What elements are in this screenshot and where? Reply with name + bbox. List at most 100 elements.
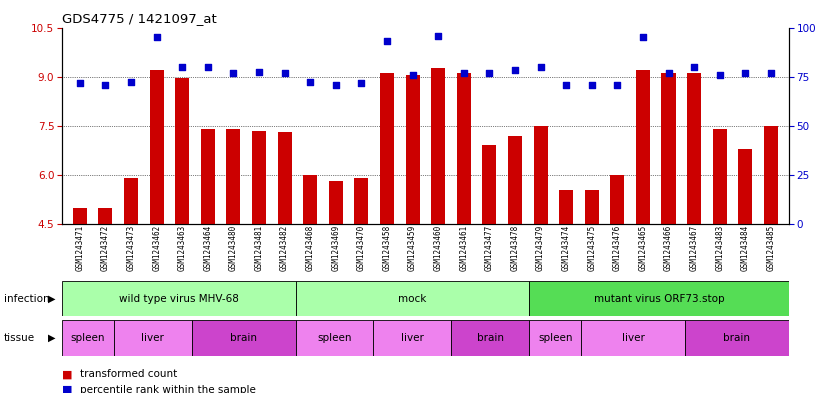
- Point: [431, 33, 444, 39]
- Bar: [380, 73, 394, 224]
- Text: GSM1243465: GSM1243465: [638, 225, 648, 271]
- Point: [355, 80, 368, 86]
- Text: GSM1243483: GSM1243483: [715, 225, 724, 271]
- Text: GSM1243478: GSM1243478: [510, 225, 520, 271]
- Bar: [685, 320, 789, 356]
- Text: GSM1243481: GSM1243481: [254, 225, 263, 271]
- Point: [406, 72, 420, 78]
- Text: GSM1243476: GSM1243476: [613, 225, 622, 271]
- Bar: [508, 136, 522, 224]
- Text: GSM1243475: GSM1243475: [587, 225, 596, 271]
- Point: [381, 37, 394, 44]
- Text: GSM1243474: GSM1243474: [562, 225, 571, 271]
- Point: [585, 82, 598, 88]
- Bar: [73, 208, 87, 224]
- Bar: [252, 130, 266, 224]
- Bar: [687, 73, 701, 224]
- Bar: [636, 70, 650, 224]
- Point: [508, 67, 521, 73]
- Text: tissue: tissue: [4, 333, 36, 343]
- Bar: [610, 175, 624, 224]
- Bar: [662, 73, 676, 224]
- Text: percentile rank within the sample: percentile rank within the sample: [80, 385, 256, 393]
- Text: ▶: ▶: [48, 294, 55, 304]
- Point: [738, 70, 752, 77]
- Text: GSM1243471: GSM1243471: [75, 225, 84, 271]
- Text: GSM1243477: GSM1243477: [485, 225, 494, 271]
- Text: mock: mock: [398, 294, 426, 304]
- Bar: [451, 320, 529, 356]
- Point: [687, 64, 700, 70]
- Text: GSM1243485: GSM1243485: [767, 225, 776, 271]
- Point: [764, 70, 777, 77]
- Bar: [175, 78, 189, 224]
- Text: spleen: spleen: [71, 333, 105, 343]
- Bar: [62, 320, 114, 356]
- Text: GSM1243472: GSM1243472: [101, 225, 110, 271]
- Text: brain: brain: [477, 333, 504, 343]
- Point: [534, 64, 547, 70]
- Bar: [296, 320, 373, 356]
- Bar: [62, 281, 296, 316]
- Point: [713, 72, 726, 78]
- Bar: [354, 178, 368, 224]
- Text: GSM1243470: GSM1243470: [357, 225, 366, 271]
- Bar: [329, 182, 343, 224]
- Text: GSM1243458: GSM1243458: [382, 225, 392, 271]
- Text: GSM1243479: GSM1243479: [536, 225, 545, 271]
- Point: [482, 70, 496, 77]
- Bar: [482, 145, 496, 224]
- Bar: [278, 132, 292, 224]
- Bar: [296, 281, 529, 316]
- Text: brain: brain: [724, 333, 750, 343]
- Text: ▶: ▶: [48, 333, 55, 343]
- Bar: [124, 178, 138, 224]
- Point: [636, 34, 649, 40]
- Text: mutant virus ORF73.stop: mutant virus ORF73.stop: [594, 294, 724, 304]
- Text: liver: liver: [622, 333, 644, 343]
- Bar: [764, 126, 778, 224]
- Bar: [150, 70, 164, 224]
- Bar: [457, 73, 471, 224]
- Point: [662, 70, 675, 77]
- Point: [227, 70, 240, 77]
- Point: [610, 82, 624, 88]
- Text: GSM1243460: GSM1243460: [434, 225, 443, 271]
- Text: ■: ■: [62, 385, 76, 393]
- Point: [150, 34, 164, 40]
- Bar: [226, 129, 240, 224]
- Text: spleen: spleen: [538, 333, 572, 343]
- Point: [74, 80, 87, 86]
- Bar: [406, 75, 420, 224]
- Point: [330, 82, 343, 88]
- Bar: [529, 320, 582, 356]
- Bar: [534, 126, 548, 224]
- Text: GSM1243484: GSM1243484: [741, 225, 750, 271]
- Point: [278, 70, 292, 77]
- Bar: [738, 149, 752, 224]
- Bar: [114, 320, 192, 356]
- Bar: [201, 129, 215, 224]
- Text: GSM1243461: GSM1243461: [459, 225, 468, 271]
- Bar: [192, 320, 296, 356]
- Point: [559, 82, 572, 88]
- Text: wild type virus MHV-68: wild type virus MHV-68: [119, 294, 239, 304]
- Text: ■: ■: [62, 369, 76, 379]
- Bar: [529, 281, 789, 316]
- Text: brain: brain: [230, 333, 257, 343]
- Point: [457, 70, 470, 77]
- Point: [99, 82, 112, 88]
- Text: GSM1243467: GSM1243467: [690, 225, 699, 271]
- Point: [202, 64, 215, 70]
- Bar: [98, 208, 112, 224]
- Text: GSM1243473: GSM1243473: [126, 225, 135, 271]
- Bar: [431, 68, 445, 224]
- Bar: [582, 320, 685, 356]
- Point: [125, 79, 138, 85]
- Point: [253, 68, 266, 75]
- Text: GSM1243480: GSM1243480: [229, 225, 238, 271]
- Text: transformed count: transformed count: [80, 369, 178, 379]
- Bar: [713, 129, 727, 224]
- Bar: [373, 320, 451, 356]
- Text: GSM1243459: GSM1243459: [408, 225, 417, 271]
